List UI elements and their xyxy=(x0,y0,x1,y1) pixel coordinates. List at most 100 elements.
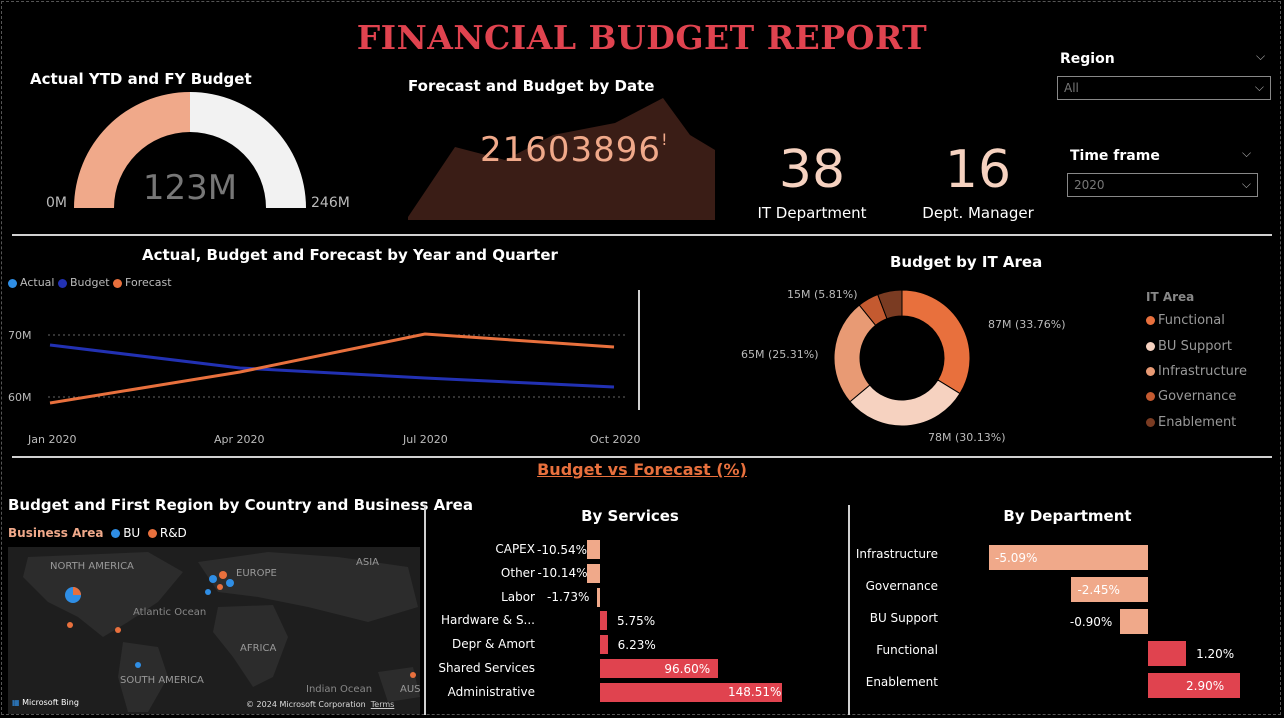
bar-shared-services[interactable] xyxy=(600,659,719,678)
x-tick-oct: Oct 2020 xyxy=(590,433,641,446)
services-chart[interactable]: CAPEX -10.54% Other -10.14% Labor -1.73% Hardw… xyxy=(430,540,840,715)
timeframe-slicer-label: Time frame xyxy=(1070,148,1160,164)
bar-value-capex: -10.54% xyxy=(537,542,588,557)
budget-line xyxy=(49,343,615,389)
divider-map-services xyxy=(424,505,426,715)
map-canvas[interactable]: NORTH AMERICA EUROPE ASIA Atlantic Ocean… xyxy=(8,547,420,714)
bar-enablement[interactable] xyxy=(1148,673,1240,698)
donut-label-bu-support: 78M (30.13%) xyxy=(928,431,1006,444)
map-legend-bu[interactable]: BU xyxy=(107,526,140,540)
donut-legend-bu-support[interactable]: BU Support xyxy=(1146,339,1232,354)
line-chart-title: Actual, Budget and Forecast by Year and … xyxy=(142,246,558,264)
map-copyright: © 2024 Microsoft Corporation Terms xyxy=(246,700,395,709)
bar-value-administrative: 148.51% xyxy=(728,685,782,700)
bar-other[interactable] xyxy=(587,563,600,583)
bar-label-hardware-s: Hardware & S... xyxy=(441,613,535,628)
bar-administrative[interactable] xyxy=(600,682,782,702)
map-terms-link[interactable]: Terms xyxy=(370,700,395,709)
bar-infrastructure[interactable] xyxy=(989,545,1148,570)
gauge-title: Actual YTD and FY Budget xyxy=(30,70,252,88)
bar-bu-support[interactable] xyxy=(1119,609,1148,634)
bar-value-governance: -2.45% xyxy=(1077,582,1120,597)
bar-label-labor: Labor xyxy=(501,589,535,604)
region-dropdown-value: All xyxy=(1064,81,1079,95)
map-label-north-america: NORTH AMERICA xyxy=(50,561,134,572)
donut-legend-title: IT Area xyxy=(1146,290,1195,304)
donut-title: Budget by IT Area xyxy=(890,253,1043,271)
timeframe-collapse-icon[interactable]: ⌵ xyxy=(1242,146,1252,160)
bar-value-shared-services: 96.60% xyxy=(664,661,711,676)
map-title: Budget and First Region by Country and B… xyxy=(8,496,473,514)
region-collapse-icon[interactable]: ⌵ xyxy=(1256,49,1266,63)
region-dropdown[interactable]: All ⌵ xyxy=(1057,76,1271,100)
map-bubble-eu-2 xyxy=(219,571,227,579)
kpi-it-department-label: IT Department xyxy=(757,204,867,222)
donut-label-enablement: 15M (5.81%) xyxy=(787,288,858,301)
services-title: By Services xyxy=(581,507,679,525)
forecast-card-title: Forecast and Budget by Date xyxy=(408,77,655,95)
map-label-europe: EUROPE xyxy=(236,568,277,579)
donut-slice-enablement[interactable] xyxy=(877,289,903,320)
legend-budget[interactable]: Budget xyxy=(57,276,110,289)
y-tick-70m: 70M xyxy=(8,329,32,342)
forecast-line xyxy=(49,332,615,405)
bar-label-bu-support: BU Support xyxy=(869,611,938,625)
map-label-atlantic: Atlantic Ocean xyxy=(133,607,207,618)
report-title: FINANCIAL BUDGET REPORT xyxy=(356,18,928,57)
map-legend-rd[interactable]: R&D xyxy=(144,526,187,540)
gauge-rest-arc xyxy=(190,92,306,208)
x-tick-apr: Apr 2020 xyxy=(214,433,265,446)
donut-slice-functional[interactable] xyxy=(901,289,971,395)
bar-hardware-s[interactable] xyxy=(600,611,608,631)
bar-depr-amort[interactable] xyxy=(600,635,608,655)
y-tick-60m: 60M xyxy=(8,391,32,404)
donut-legend-enablement[interactable]: Enablement xyxy=(1146,415,1236,430)
divider-services-departments xyxy=(848,505,850,715)
departments-chart[interactable]: Infrastructure -5.09% Governance -2.45% BU S… xyxy=(855,545,1280,715)
donut-legend-governance[interactable]: Governance xyxy=(1146,389,1236,404)
bar-functional[interactable] xyxy=(1148,641,1187,666)
kpi-dept-manager-label: Dept. Manager xyxy=(922,204,1034,222)
donut-legend-functional[interactable]: Functional xyxy=(1146,313,1225,328)
chevron-down-icon: ⌵ xyxy=(1241,177,1251,191)
donut-chart[interactable] xyxy=(830,286,980,436)
departments-title: By Department xyxy=(1003,507,1132,525)
map-label-africa: AFRICA xyxy=(240,643,277,654)
region-slicer-label: Region xyxy=(1060,51,1115,67)
line-chart[interactable] xyxy=(0,290,640,450)
map-label-asia: ASIA xyxy=(356,557,379,568)
bar-value-hardware-s: 5.75% xyxy=(617,613,656,628)
divider-top xyxy=(12,234,1272,236)
kpi-dept-manager-value: 16 xyxy=(944,140,1012,200)
timeframe-dropdown[interactable]: 2020 ⌵ xyxy=(1067,173,1258,197)
section-title-budget-vs-forecast: Budget vs Forecast (%) xyxy=(537,460,747,479)
map-label-indian-ocean: Indian Ocean xyxy=(306,684,373,695)
bing-logo: ▦ Microsoft Bing xyxy=(12,698,79,707)
timeframe-dropdown-value: 2020 xyxy=(1074,178,1105,192)
bar-value-bu-support: -0.90% xyxy=(1069,614,1113,629)
map-bubble-eu-3 xyxy=(226,579,234,587)
legend-actual[interactable]: Actual xyxy=(8,276,54,289)
map-label-aus: AUS xyxy=(400,684,420,695)
legend-forecast[interactable]: Forecast xyxy=(113,276,172,289)
bar-label-enablement: Enablement xyxy=(865,675,938,689)
donut-legend-infrastructure[interactable]: Infrastructure xyxy=(1146,364,1247,379)
bar-label-other: Other xyxy=(500,565,535,580)
divider-middle xyxy=(12,456,1272,458)
bar-labor[interactable] xyxy=(597,587,600,607)
x-tick-jul: Jul 2020 xyxy=(403,433,448,446)
gauge-chart[interactable] xyxy=(40,90,360,215)
bar-value-depr-amort: 6.23% xyxy=(617,637,656,652)
map-bubble-aus xyxy=(410,672,416,678)
bar-value-enablement: 2.90% xyxy=(1186,678,1225,693)
bar-capex[interactable] xyxy=(587,540,600,559)
forecast-area-chart[interactable] xyxy=(405,95,717,220)
bar-value-infrastructure: -5.09% xyxy=(995,550,1038,565)
map-bubble-eu-5 xyxy=(205,589,211,595)
kpi-it-department-value: 38 xyxy=(778,140,846,200)
bar-label-depr-amort: Depr & Amort xyxy=(451,637,535,652)
map-landmass xyxy=(23,552,420,712)
map-legend-title: Business Area xyxy=(8,526,104,540)
bar-governance[interactable] xyxy=(1071,577,1148,602)
